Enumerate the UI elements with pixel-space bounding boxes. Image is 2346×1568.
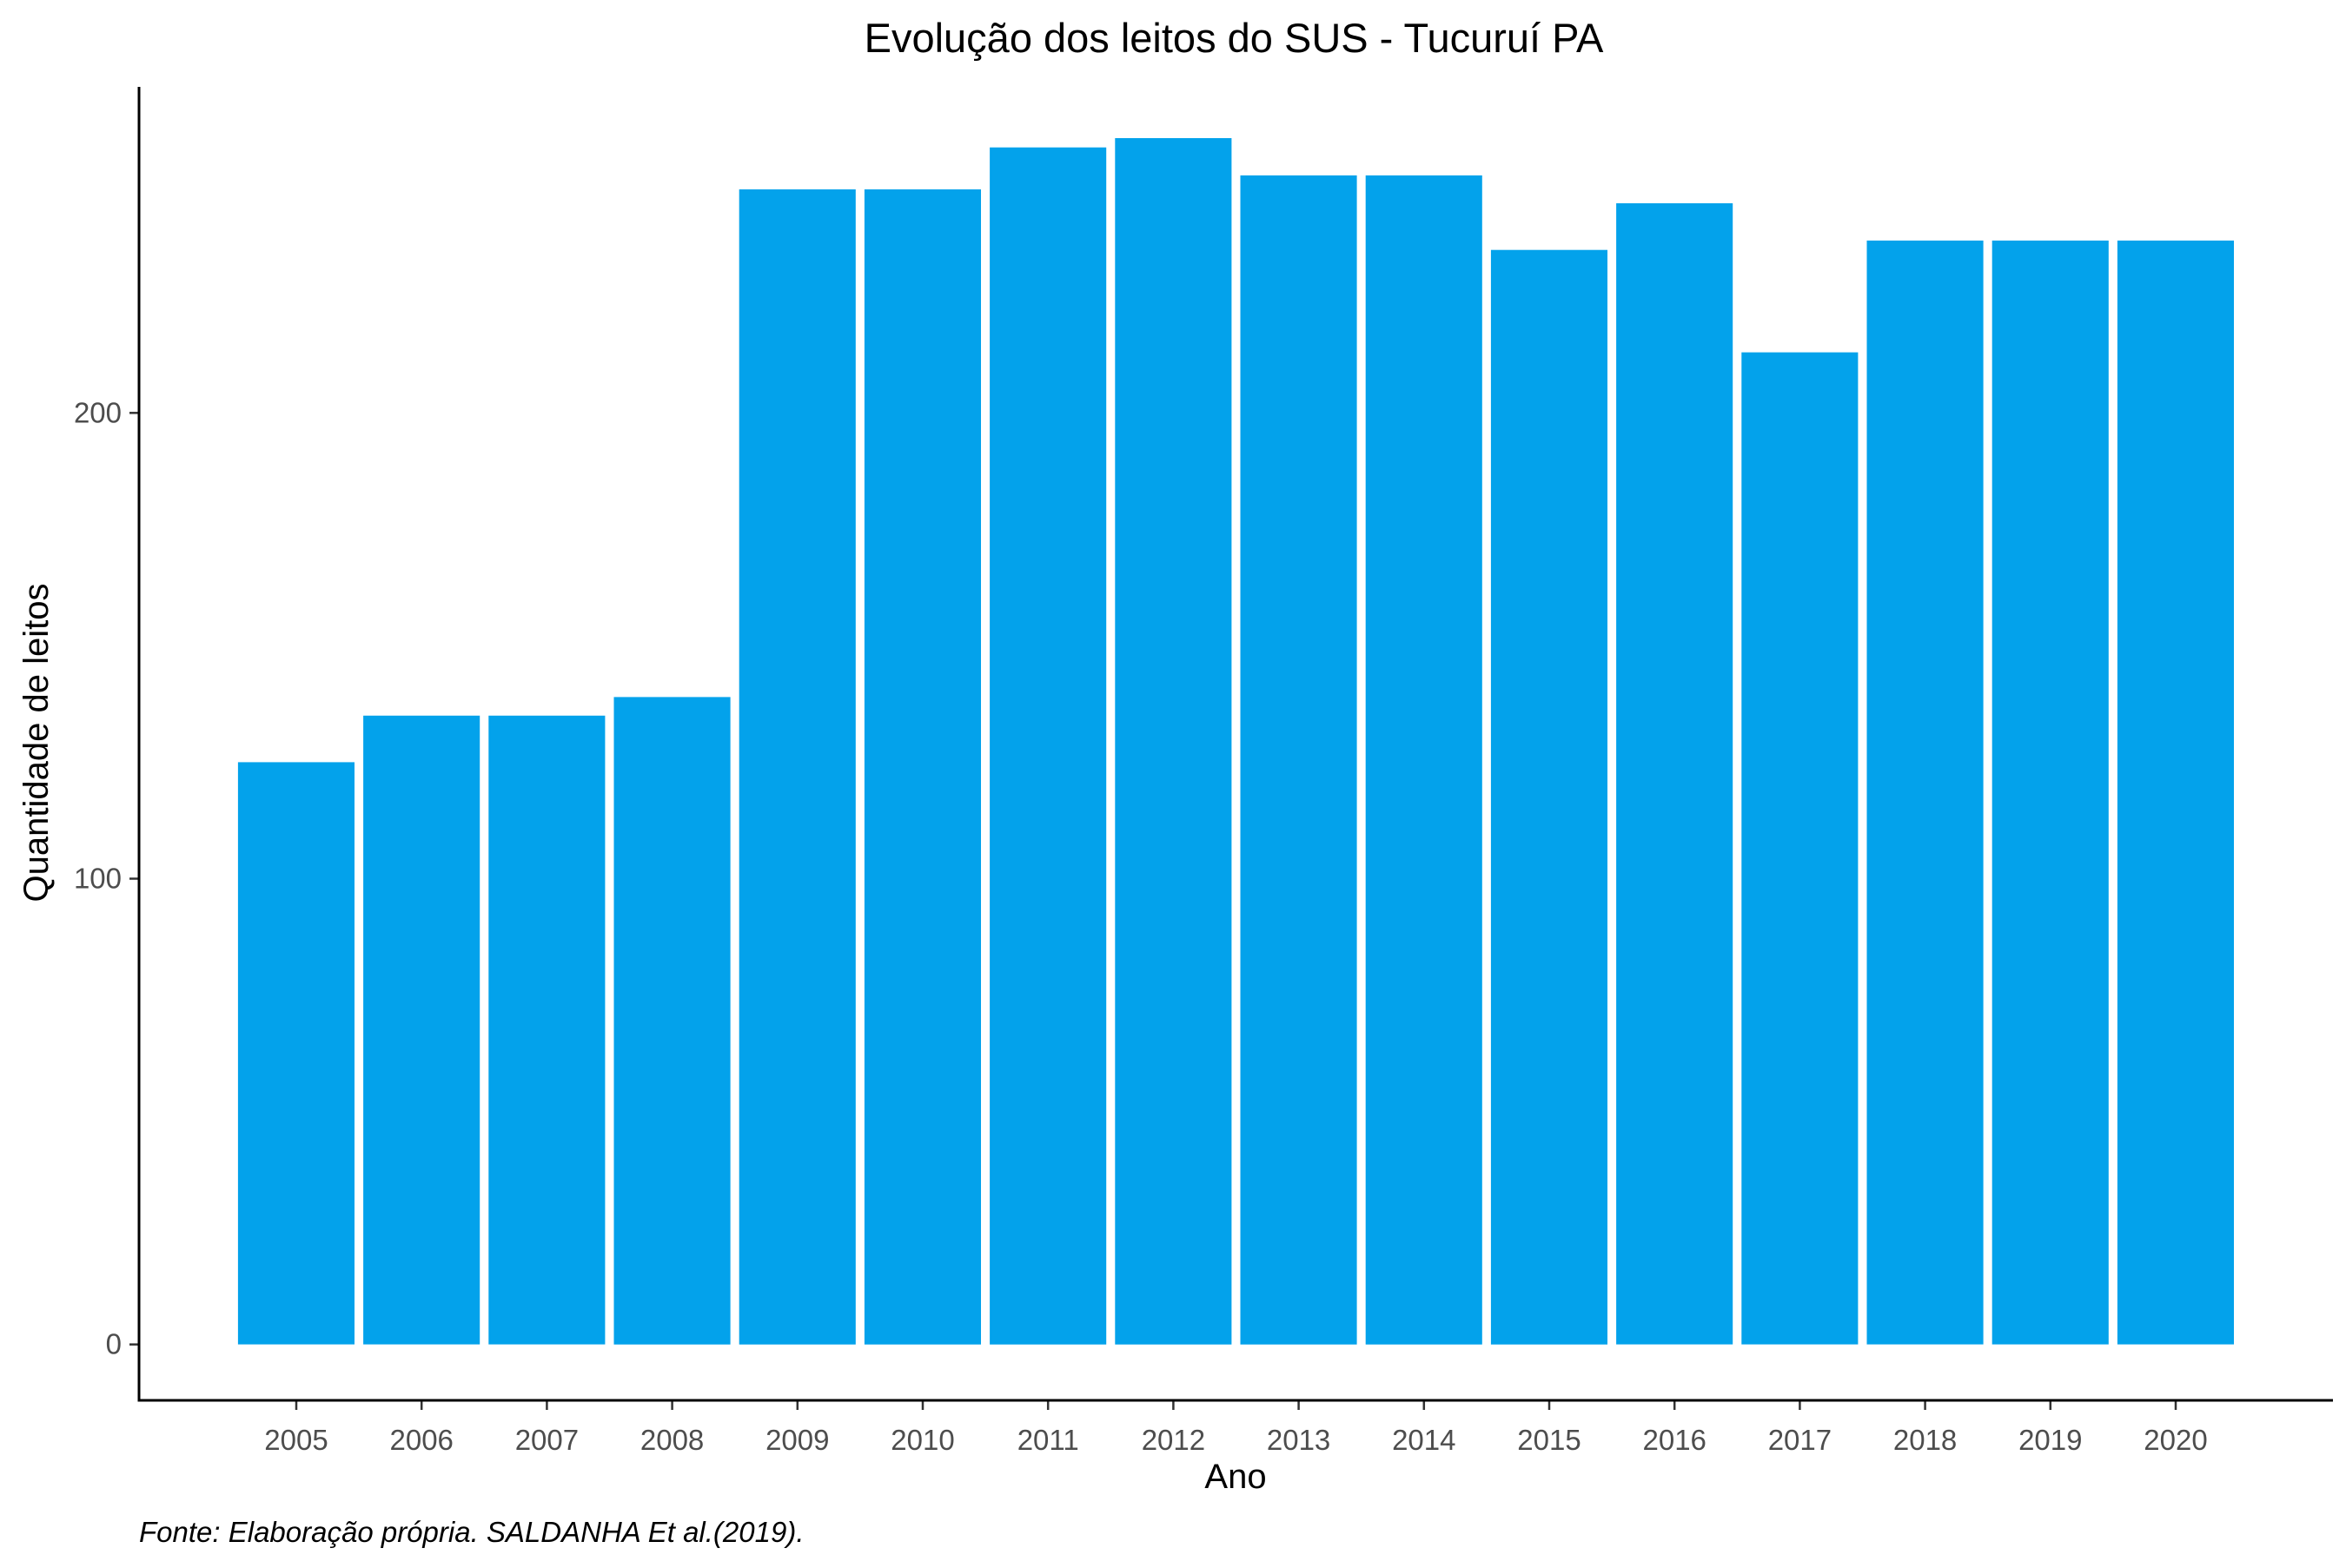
bar-2007: [488, 715, 606, 1345]
bar-2020: [2117, 240, 2234, 1345]
x-tick-label-2011: 2011: [1017, 1424, 1079, 1456]
x-tick-label-2008: 2008: [640, 1424, 704, 1456]
y-axis-title: Quantidade de leitos: [17, 584, 56, 903]
x-tick-label-2006: 2006: [389, 1424, 453, 1456]
bar-2006: [363, 715, 480, 1345]
x-tick-label-2012: 2012: [1142, 1424, 1205, 1456]
bar-2014: [1365, 175, 1482, 1345]
bar-2016: [1616, 203, 1733, 1345]
x-tick-label-2005: 2005: [264, 1424, 328, 1456]
bar-2008: [613, 697, 731, 1345]
x-tick-label-2018: 2018: [1893, 1424, 1957, 1456]
y-axis-ticks: 0 100 200: [74, 396, 139, 1360]
x-tick-label-2017: 2017: [1768, 1424, 1832, 1456]
x-tick-label-2009: 2009: [765, 1424, 829, 1456]
bar-2012: [1115, 138, 1232, 1345]
source-caption: Fonte: Elaboração própria. SALDANHA Et a…: [139, 1516, 805, 1548]
x-tick-label-2020: 2020: [2144, 1424, 2207, 1456]
x-tick-label-2016: 2016: [1642, 1424, 1706, 1456]
bar-2017: [1741, 352, 1859, 1345]
x-axis-ticks: 2005 2006 2007 2008 2009 2010 2011 2012 2013 2014…: [264, 1400, 2208, 1456]
x-tick-label-2010: 2010: [891, 1424, 954, 1456]
y-tick-label-100: 100: [74, 862, 122, 894]
chart-title: Evolução dos leitos do SUS - Tucuruí PA: [865, 15, 1604, 61]
bar-2009: [739, 189, 856, 1345]
x-tick-label-2007: 2007: [515, 1424, 579, 1456]
bar-2015: [1490, 249, 1607, 1345]
y-tick-label-200: 200: [74, 396, 122, 428]
x-tick-label-2019: 2019: [2018, 1424, 2082, 1456]
x-tick-label-2013: 2013: [1267, 1424, 1330, 1456]
bar-2005: [237, 762, 355, 1345]
bar-2010: [864, 189, 981, 1345]
bar-2019: [1991, 240, 2109, 1345]
bar-2013: [1240, 175, 1357, 1345]
x-tick-label-2015: 2015: [1517, 1424, 1581, 1456]
bar-2011: [990, 147, 1107, 1345]
y-tick-label-0: 0: [106, 1328, 122, 1360]
bar-2018: [1866, 240, 1984, 1345]
x-tick-label-2014: 2014: [1392, 1424, 1455, 1456]
bars-layer: [237, 138, 2234, 1345]
x-axis-title: Ano: [1204, 1458, 1266, 1496]
